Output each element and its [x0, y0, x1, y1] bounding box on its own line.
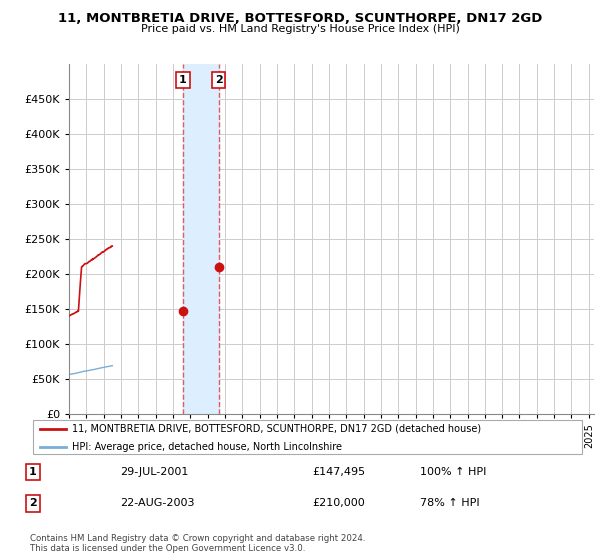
- Text: 100% ↑ HPI: 100% ↑ HPI: [420, 467, 487, 477]
- Text: HPI: Average price, detached house, North Lincolnshire: HPI: Average price, detached house, Nort…: [71, 442, 341, 452]
- Text: 2: 2: [215, 75, 223, 85]
- Text: £210,000: £210,000: [312, 498, 365, 508]
- Text: Contains HM Land Registry data © Crown copyright and database right 2024.
This d: Contains HM Land Registry data © Crown c…: [30, 534, 365, 553]
- Text: 11, MONTBRETIA DRIVE, BOTTESFORD, SCUNTHORPE, DN17 2GD (detached house): 11, MONTBRETIA DRIVE, BOTTESFORD, SCUNTH…: [71, 424, 481, 434]
- Text: 78% ↑ HPI: 78% ↑ HPI: [420, 498, 479, 508]
- Text: Price paid vs. HM Land Registry's House Price Index (HPI): Price paid vs. HM Land Registry's House …: [140, 24, 460, 34]
- FancyBboxPatch shape: [33, 420, 582, 455]
- Bar: [183, 64, 219, 414]
- Text: 2: 2: [29, 498, 37, 508]
- Text: 29-JUL-2001: 29-JUL-2001: [120, 467, 188, 477]
- Text: £147,495: £147,495: [312, 467, 365, 477]
- Text: 11, MONTBRETIA DRIVE, BOTTESFORD, SCUNTHORPE, DN17 2GD: 11, MONTBRETIA DRIVE, BOTTESFORD, SCUNTH…: [58, 12, 542, 25]
- Text: 1: 1: [29, 467, 37, 477]
- Text: 1: 1: [179, 75, 187, 85]
- Text: 22-AUG-2003: 22-AUG-2003: [120, 498, 194, 508]
